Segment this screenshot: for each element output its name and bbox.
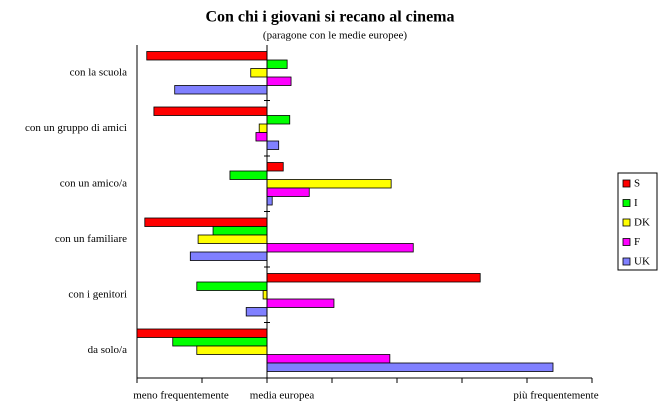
y-tick-label: con un familiare: [55, 233, 127, 245]
bar: [153, 106, 268, 116]
bar: [229, 170, 268, 180]
bar: [266, 273, 481, 283]
bar: [262, 290, 268, 300]
bar: [255, 132, 268, 142]
bar: [266, 298, 335, 308]
chart-subtitle: (paragone con le medie europee): [263, 30, 407, 42]
bar: [266, 76, 292, 86]
legend-swatch: [622, 218, 631, 227]
chart-title: Con chi i giovani si recano al cinema: [205, 9, 454, 26]
bar: [266, 179, 392, 189]
scale-label: più frequentemente: [513, 390, 598, 402]
bar: [266, 162, 284, 172]
legend-label: S: [634, 178, 640, 190]
bar: [136, 328, 268, 338]
bar: [189, 251, 268, 261]
bar: [245, 307, 268, 317]
bar: [266, 187, 310, 197]
bar: [144, 217, 268, 227]
scale-label: media europea: [250, 390, 315, 402]
bar: [197, 234, 268, 244]
legend-label: UK: [634, 256, 650, 268]
bar: [174, 85, 268, 95]
legend-label: I: [634, 197, 638, 209]
legend-label: DK: [634, 217, 650, 229]
y-tick-label: con un amico/a: [60, 177, 127, 189]
bar: [258, 123, 268, 133]
legend-label: F: [634, 236, 640, 248]
bar: [266, 243, 414, 253]
legend-swatch: [622, 179, 631, 188]
y-tick-label: con un gruppo di amici: [25, 122, 127, 134]
bar: [196, 281, 268, 291]
bar: [250, 68, 268, 78]
bar: [266, 196, 273, 206]
y-tick-label: da solo/a: [88, 344, 128, 356]
legend-swatch: [622, 257, 631, 266]
bar: [196, 345, 268, 355]
bar: [266, 59, 288, 69]
bar: [146, 51, 268, 61]
bar: [266, 115, 291, 125]
bar: [212, 226, 268, 236]
legend-swatch: [622, 199, 631, 207]
bar: [266, 362, 554, 372]
y-tick-label: con la scuola: [70, 66, 128, 78]
scale-label: meno frequentemente: [133, 390, 229, 402]
bar: [266, 354, 391, 364]
y-tick-label: con i genitori: [68, 288, 127, 300]
legend-swatch: [622, 238, 631, 246]
bar: [266, 140, 280, 150]
bar: [172, 337, 268, 347]
